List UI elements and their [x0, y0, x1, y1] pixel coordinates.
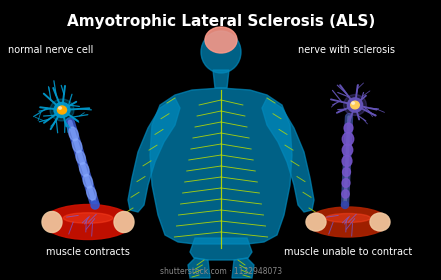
Polygon shape: [188, 258, 210, 278]
Ellipse shape: [311, 214, 385, 235]
Text: nerve with sclerosis: nerve with sclerosis: [298, 45, 395, 55]
Ellipse shape: [342, 144, 353, 156]
Ellipse shape: [48, 213, 128, 237]
Ellipse shape: [344, 123, 353, 133]
Text: Amyotrophic Lateral Sclerosis (ALS): Amyotrophic Lateral Sclerosis (ALS): [67, 14, 375, 29]
Polygon shape: [150, 88, 292, 244]
Ellipse shape: [342, 133, 354, 145]
Ellipse shape: [351, 101, 359, 109]
Ellipse shape: [370, 213, 390, 231]
Ellipse shape: [342, 155, 352, 167]
Ellipse shape: [341, 202, 348, 209]
Ellipse shape: [83, 174, 93, 188]
Text: shutterstock.com · 1132948073: shutterstock.com · 1132948073: [160, 267, 282, 276]
Ellipse shape: [63, 213, 113, 223]
Ellipse shape: [343, 168, 351, 176]
Ellipse shape: [87, 186, 96, 200]
Ellipse shape: [69, 127, 78, 141]
Ellipse shape: [72, 139, 82, 153]
Polygon shape: [128, 98, 180, 212]
Ellipse shape: [205, 27, 237, 53]
Ellipse shape: [79, 163, 89, 176]
Ellipse shape: [307, 207, 389, 237]
Ellipse shape: [54, 102, 70, 118]
Ellipse shape: [342, 190, 349, 198]
Ellipse shape: [42, 211, 62, 232]
Ellipse shape: [348, 98, 363, 112]
Polygon shape: [262, 98, 314, 212]
Ellipse shape: [325, 213, 370, 223]
Ellipse shape: [201, 31, 241, 73]
Polygon shape: [190, 238, 252, 260]
Ellipse shape: [344, 95, 366, 115]
Ellipse shape: [91, 201, 99, 209]
Ellipse shape: [114, 211, 134, 232]
Ellipse shape: [59, 107, 61, 109]
Ellipse shape: [76, 151, 86, 164]
Text: muscle contracts: muscle contracts: [46, 247, 130, 257]
Text: muscle unable to contract: muscle unable to contract: [284, 247, 412, 257]
Polygon shape: [232, 258, 254, 278]
Ellipse shape: [50, 99, 74, 121]
Text: normal nerve cell: normal nerve cell: [8, 45, 93, 55]
Ellipse shape: [306, 213, 326, 231]
Ellipse shape: [43, 204, 133, 239]
Polygon shape: [213, 70, 229, 88]
Ellipse shape: [351, 102, 355, 104]
Ellipse shape: [57, 106, 67, 114]
Ellipse shape: [342, 179, 350, 187]
